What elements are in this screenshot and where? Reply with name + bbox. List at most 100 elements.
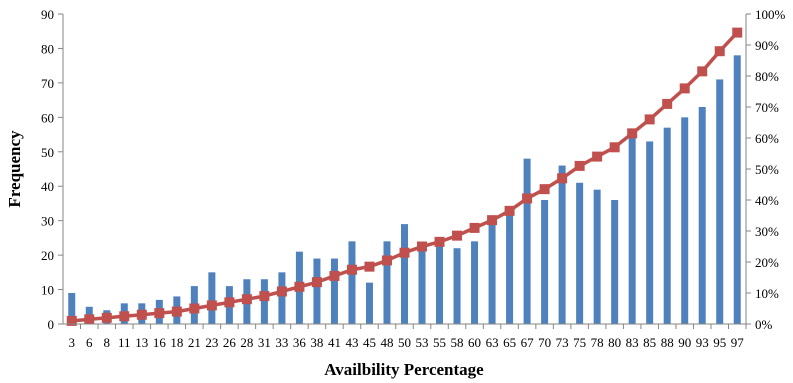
x-tick-label: 45 <box>363 335 376 350</box>
right-y-tick-label: 70% <box>755 100 779 115</box>
x-tick-label: 11 <box>118 335 131 350</box>
frequency-bar <box>628 131 636 324</box>
frequency-bar <box>593 189 601 324</box>
x-tick-label: 6 <box>86 335 93 350</box>
right-y-tick-label: 60% <box>755 131 779 146</box>
frequency-bar <box>523 158 531 324</box>
frequency-bar <box>313 258 321 324</box>
cumulative-point <box>574 160 585 171</box>
cumulative-point <box>697 66 708 77</box>
x-tick-label: 41 <box>328 335 341 350</box>
frequency-bar <box>418 248 426 324</box>
cumulative-point <box>101 312 112 323</box>
x-tick-label: 58 <box>451 335 464 350</box>
x-tick-label: 36 <box>293 335 307 350</box>
x-tick-label: 28 <box>240 335 253 350</box>
x-tick-label: 85 <box>643 335 656 350</box>
cumulative-point <box>399 247 410 258</box>
right-y-tick-label: 30% <box>755 224 779 239</box>
x-tick-label: 63 <box>486 335 499 350</box>
cumulative-point <box>276 286 287 297</box>
frequency-bar <box>453 248 461 324</box>
x-tick-label: 33 <box>275 335 288 350</box>
frequency-bar <box>68 293 76 324</box>
x-tick-label: 70 <box>538 335 551 350</box>
cumulative-point <box>452 230 463 241</box>
frequency-bar <box>400 224 409 324</box>
bar-series <box>68 55 741 325</box>
x-tick-label: 8 <box>104 335 111 350</box>
cumulative-point <box>434 236 445 247</box>
left-y-tick-label: 40 <box>41 179 54 194</box>
frequency-bar <box>733 55 741 324</box>
frequency-bar <box>576 182 584 324</box>
cumulative-point <box>241 294 252 305</box>
cumulative-point <box>732 27 743 38</box>
frequency-bar <box>611 200 619 324</box>
x-tick-label: 23 <box>205 335 218 350</box>
right-y-tick-label: 80% <box>755 69 779 84</box>
cumulative-point <box>609 142 620 153</box>
left-y-tick-label: 80 <box>41 41 54 56</box>
cumulative-point <box>417 241 428 252</box>
x-tick-label: 26 <box>223 335 237 350</box>
cumulative-point <box>189 303 200 314</box>
left-y-tick-label: 30 <box>41 214 54 229</box>
left-y-ticks: 0 10 20 30 40 50 60 70 80 90 <box>41 7 63 332</box>
x-tick-label: 55 <box>433 335 446 350</box>
right-y-tick-label: 40% <box>755 193 779 208</box>
cumulative-point <box>66 315 77 326</box>
frequency-bar <box>330 258 338 324</box>
x-tick-label: 3 <box>69 335 76 350</box>
x-axis-title: Availbility Percentage <box>324 360 484 379</box>
frequency-bar <box>383 241 391 324</box>
cumulative-point <box>224 297 235 308</box>
frequency-bar <box>558 165 566 324</box>
cumulative-point <box>311 277 322 288</box>
left-y-tick-label: 60 <box>41 110 54 125</box>
x-tick-label: 83 <box>626 335 639 350</box>
cumulative-point <box>329 270 340 281</box>
x-tick-label: 88 <box>661 335 674 350</box>
x-tick-label: 48 <box>380 335 393 350</box>
x-tick-label: 43 <box>345 335 358 350</box>
frequency-bar <box>681 117 689 324</box>
frequency-bar <box>208 272 216 324</box>
cumulative-point <box>504 205 515 216</box>
right-y-tick-label: 90% <box>755 38 779 53</box>
x-tick-label: 80 <box>608 335 621 350</box>
cumulative-point <box>644 114 655 125</box>
cumulative-point <box>84 314 95 325</box>
frequency-bar <box>436 241 444 324</box>
x-tick-label: 97 <box>731 335 745 350</box>
x-tick-label: 13 <box>135 335 148 350</box>
cumulative-point <box>381 255 392 266</box>
cumulative-point <box>119 311 130 322</box>
frequency-bar <box>260 279 268 324</box>
cumulative-point <box>487 215 498 226</box>
cumulative-point <box>679 83 690 94</box>
x-tick-label: 21 <box>188 335 201 350</box>
x-tick-label: 67 <box>521 335 535 350</box>
cumulative-point <box>171 306 182 317</box>
x-tick-labels: 3 6 8 11 13 16 18 21 23 26 28 31 33 36 38 41 43 45 48 50 53 5… <box>69 324 747 350</box>
left-y-tick-label: 10 <box>41 283 54 298</box>
x-tick-label: 95 <box>713 335 726 350</box>
cumulative-point <box>136 309 147 320</box>
right-y-tick-label: 100% <box>755 7 786 22</box>
x-tick-label: 65 <box>503 335 516 350</box>
right-y-tick-label: 0% <box>755 317 773 332</box>
frequency-bar <box>506 213 514 324</box>
cumulative-point <box>259 291 270 302</box>
x-tick-label: 73 <box>556 335 569 350</box>
right-y-tick-label: 10% <box>755 286 779 301</box>
x-tick-label: 75 <box>573 335 586 350</box>
cumulative-point <box>154 308 165 319</box>
left-y-tick-label: 50 <box>41 145 54 160</box>
right-y-ticks: 0% 10% 20% 30% 40% 50% 60% 70% 80% 90% 100% <box>746 7 786 332</box>
frequency-bar <box>541 200 549 324</box>
left-y-tick-label: 90 <box>41 7 54 22</box>
x-tick-label: 31 <box>258 335 271 350</box>
